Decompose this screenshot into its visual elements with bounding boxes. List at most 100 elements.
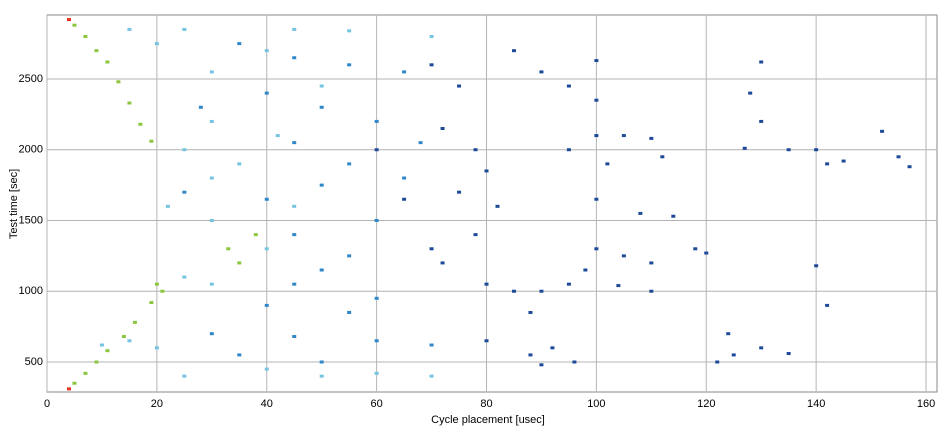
point bbox=[566, 148, 571, 152]
point bbox=[402, 197, 407, 201]
point bbox=[127, 27, 132, 31]
point bbox=[726, 332, 731, 336]
point bbox=[292, 204, 297, 208]
point bbox=[649, 289, 654, 293]
point bbox=[105, 349, 110, 353]
point bbox=[209, 282, 214, 286]
point bbox=[154, 42, 159, 46]
point bbox=[182, 275, 187, 279]
point bbox=[198, 105, 203, 109]
point bbox=[347, 310, 352, 314]
point bbox=[473, 148, 478, 152]
point bbox=[566, 84, 571, 88]
point bbox=[237, 353, 242, 357]
point bbox=[292, 56, 297, 60]
point bbox=[374, 218, 379, 222]
point bbox=[209, 176, 214, 180]
point bbox=[66, 387, 71, 391]
point bbox=[693, 247, 698, 251]
point bbox=[292, 282, 297, 286]
point bbox=[264, 247, 269, 251]
point bbox=[165, 204, 170, 208]
point bbox=[319, 374, 324, 378]
point bbox=[583, 268, 588, 272]
point bbox=[748, 91, 753, 95]
point bbox=[759, 60, 764, 64]
x-tick-label: 20 bbox=[151, 398, 163, 410]
point bbox=[594, 59, 599, 63]
point bbox=[841, 159, 846, 163]
point bbox=[209, 70, 214, 74]
point bbox=[572, 360, 577, 364]
point bbox=[237, 42, 242, 46]
point bbox=[132, 320, 137, 324]
x-tick-label: 60 bbox=[371, 398, 383, 410]
point bbox=[275, 134, 280, 138]
point bbox=[907, 165, 912, 169]
point bbox=[226, 247, 231, 251]
point bbox=[638, 211, 643, 215]
point bbox=[347, 162, 352, 166]
point bbox=[786, 352, 791, 356]
point bbox=[292, 141, 297, 145]
point bbox=[319, 268, 324, 272]
point bbox=[759, 119, 764, 123]
point bbox=[429, 63, 434, 67]
point bbox=[374, 296, 379, 300]
point bbox=[621, 134, 626, 138]
point bbox=[594, 134, 599, 138]
point bbox=[671, 214, 676, 218]
point bbox=[149, 301, 154, 305]
point bbox=[660, 155, 665, 159]
point bbox=[402, 70, 407, 74]
point bbox=[160, 289, 165, 293]
point bbox=[105, 60, 110, 64]
point bbox=[616, 284, 621, 288]
point bbox=[209, 119, 214, 123]
point bbox=[83, 35, 88, 39]
point bbox=[594, 247, 599, 251]
point bbox=[649, 261, 654, 265]
point bbox=[374, 148, 379, 152]
x-axis-label: Cycle placement [usec] bbox=[431, 414, 545, 426]
point bbox=[594, 98, 599, 102]
point bbox=[264, 367, 269, 371]
point bbox=[440, 126, 445, 130]
point bbox=[429, 343, 434, 347]
point bbox=[264, 49, 269, 53]
point bbox=[484, 169, 489, 173]
point bbox=[83, 371, 88, 375]
point bbox=[742, 146, 747, 150]
point bbox=[264, 303, 269, 307]
point bbox=[253, 233, 258, 237]
point bbox=[237, 162, 242, 166]
point bbox=[292, 27, 297, 31]
point bbox=[594, 197, 599, 201]
point bbox=[127, 339, 132, 343]
x-tick-label: 160 bbox=[917, 398, 935, 410]
y-tick-label: 1500 bbox=[19, 214, 43, 226]
point bbox=[429, 247, 434, 251]
x-tick-label: 80 bbox=[480, 398, 492, 410]
point bbox=[127, 101, 132, 105]
x-tick-label: 40 bbox=[261, 398, 273, 410]
point bbox=[457, 190, 462, 194]
point bbox=[484, 339, 489, 343]
point bbox=[374, 371, 379, 375]
point bbox=[495, 204, 500, 208]
point bbox=[539, 363, 544, 367]
point bbox=[429, 374, 434, 378]
point bbox=[539, 70, 544, 74]
y-axis-label: Test time [sec] bbox=[8, 169, 20, 239]
point bbox=[539, 289, 544, 293]
point bbox=[511, 289, 516, 293]
point bbox=[473, 233, 478, 237]
point bbox=[116, 80, 121, 84]
point bbox=[154, 282, 159, 286]
point bbox=[528, 310, 533, 314]
point bbox=[550, 346, 555, 350]
point bbox=[182, 27, 187, 31]
point bbox=[704, 251, 709, 255]
point bbox=[154, 346, 159, 350]
